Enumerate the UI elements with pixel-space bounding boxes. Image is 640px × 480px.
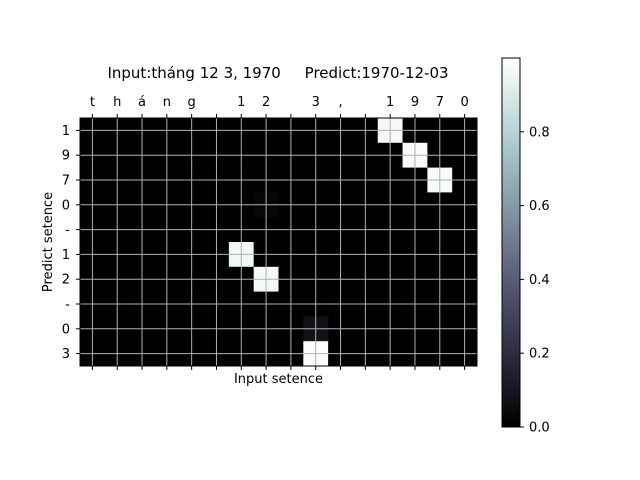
x-tick-label: 0 xyxy=(460,95,468,110)
colorbar-tick-label: 0.6 xyxy=(529,199,550,214)
y-tick-label: - xyxy=(65,298,70,313)
x-tick-label: á xyxy=(138,95,146,110)
x-tick-label: 7 xyxy=(436,95,444,110)
x-tick-label: n xyxy=(163,95,171,110)
x-tick-label: t xyxy=(90,95,95,110)
x-tick-label: g xyxy=(188,95,196,110)
colorbar-tick-label: 0.8 xyxy=(529,125,550,140)
y-tick-label: 1 xyxy=(62,248,70,263)
y-axis-label: Predict setence xyxy=(41,192,56,292)
x-axis-label: Input setence xyxy=(234,372,323,387)
y-tick-label: 3 xyxy=(62,347,70,362)
colorbar-ticks: 0.0 0.2 0.4 0.6 0.8 xyxy=(520,125,550,436)
y-tick-label: - xyxy=(65,223,70,238)
y-axis-ticks: 1 9 7 0 - 1 2 - 0 3 xyxy=(62,124,80,362)
x-tick-label: 2 xyxy=(262,95,270,110)
x-tick-label: 1 xyxy=(386,95,394,110)
colorbar-tick-label: 0.0 xyxy=(529,421,550,436)
y-tick-label: 9 xyxy=(62,149,70,164)
y-tick-label: 7 xyxy=(62,174,70,189)
x-tick-label: 3 xyxy=(312,95,320,110)
plot-frame xyxy=(79,117,478,367)
x-axis-ticks: t h á n g 1 2 3, 1 9 7 0 xyxy=(90,95,469,370)
y-tick-label: 2 xyxy=(62,273,70,288)
y-tick-label: 0 xyxy=(62,322,70,337)
y-tick-label: 0 xyxy=(62,198,70,213)
x-tick-label: 9 xyxy=(411,95,419,110)
x-tick-label: h xyxy=(113,95,121,110)
y-tick-label: 1 xyxy=(62,124,70,139)
chart-title: Input:tháng 12 3, 1970 Predict:1970-12-0… xyxy=(107,64,448,82)
heatmap-grid xyxy=(80,118,477,366)
colorbar xyxy=(501,57,521,428)
colorbar-tick-label: 0.4 xyxy=(529,273,550,288)
x-tick-label: , xyxy=(338,95,342,110)
colorbar-tick-label: 0.2 xyxy=(529,347,550,362)
x-tick-label: 1 xyxy=(237,95,245,110)
